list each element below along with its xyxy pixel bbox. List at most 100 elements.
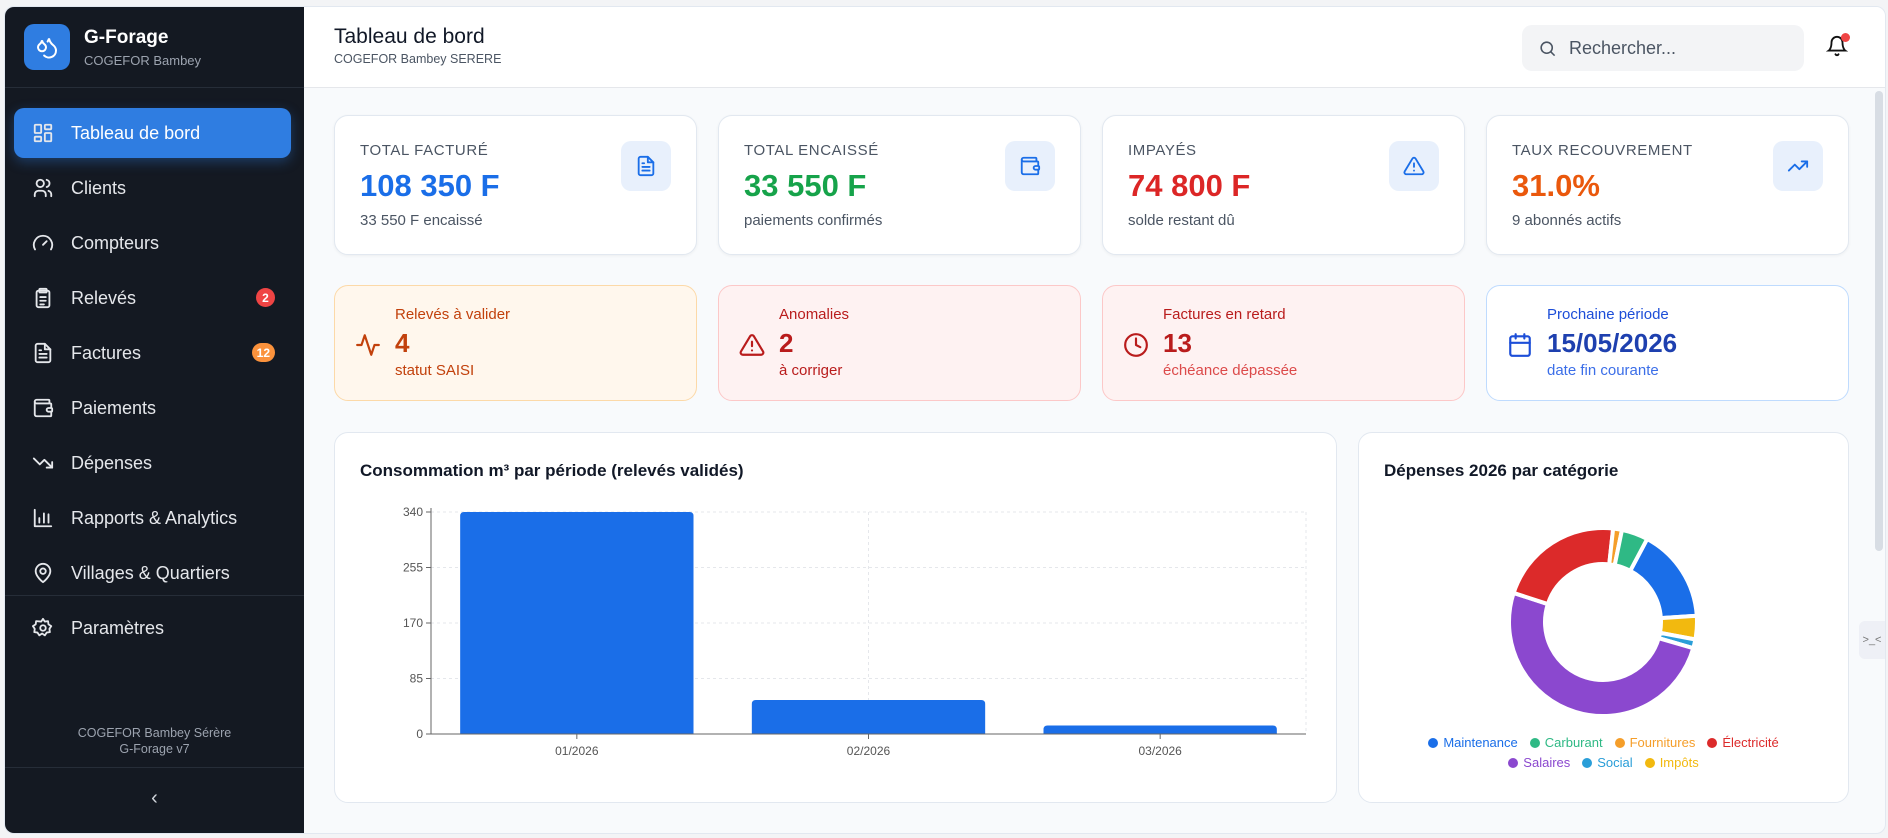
chart-title: Consommation m³ par période (relevés val… bbox=[360, 461, 744, 480]
y-tick-label: 255 bbox=[403, 561, 423, 575]
count-badge: 2 bbox=[256, 288, 275, 307]
app-name: G-Forage bbox=[84, 27, 169, 48]
donut-slice-carburant[interactable] bbox=[1612, 527, 1650, 574]
legend-item[interactable]: Maintenance bbox=[1428, 735, 1518, 750]
bar[interactable] bbox=[751, 700, 986, 734]
chart-title: Dépenses 2026 par catégorie bbox=[1384, 461, 1619, 480]
sidebar-item-label: Compteurs bbox=[71, 232, 160, 253]
legend-item[interactable]: Impôts bbox=[1644, 755, 1699, 770]
y-tick-label: 0 bbox=[416, 727, 423, 741]
stat-value: 31.0% bbox=[1512, 168, 1600, 203]
divider bbox=[5, 87, 304, 88]
alert-value: 15/05/2026 bbox=[1547, 328, 1678, 358]
org-name: COGEFOR Bambey bbox=[84, 53, 202, 68]
stat-icon-box bbox=[1389, 141, 1439, 191]
document-icon bbox=[637, 155, 655, 177]
scrollbar[interactable] bbox=[1875, 91, 1883, 551]
alert-value: 2 bbox=[779, 328, 794, 358]
legend-label: Impôts bbox=[1659, 755, 1699, 770]
count-badge: 12 bbox=[251, 343, 275, 362]
wallet-icon bbox=[33, 398, 54, 418]
sidebar-item-parametres[interactable]: Paramètres bbox=[14, 603, 291, 653]
bar[interactable] bbox=[1043, 725, 1277, 734]
users-icon bbox=[33, 178, 53, 198]
legend-swatch bbox=[1707, 737, 1718, 748]
dashboard-icon bbox=[33, 123, 53, 143]
legend-swatch bbox=[1529, 737, 1540, 748]
sidebar-item-factures[interactable]: Factures 12 bbox=[14, 328, 291, 378]
stat-cards: TOTAL FACTURÉ 108 350 F 33 550 F encaiss… bbox=[334, 115, 1849, 255]
legend-label: Maintenance bbox=[1443, 735, 1518, 750]
sidebar-item-label: Relevés bbox=[71, 287, 137, 308]
search-input[interactable]: Rechercher... bbox=[1522, 25, 1804, 71]
stat-icon-box bbox=[621, 141, 671, 191]
wallet-icon bbox=[1020, 156, 1041, 176]
trending-up-icon bbox=[1787, 160, 1809, 172]
stat-card: TAUX RECOUVREMENT 31.0% 9 abonnés actifs bbox=[1486, 115, 1849, 255]
legend-item[interactable]: Carburant bbox=[1529, 735, 1603, 750]
expenses-chart-card: Dépenses 2026 par catégorie Maintenance C… bbox=[1358, 432, 1849, 803]
alert-subtext: à corriger bbox=[779, 362, 843, 379]
sidebar-nav: Tableau de bord Clients Compteurs Relevés 2 F… bbox=[14, 108, 291, 658]
sidebar-item-label: Rapports & Analytics bbox=[71, 507, 238, 528]
legend-swatch bbox=[1644, 757, 1655, 768]
sidebar-item-villages-quartiers[interactable]: Villages & Quartiers bbox=[14, 548, 291, 598]
sidebar-item-depenses[interactable]: Dépenses bbox=[14, 438, 291, 488]
alert-value: 13 bbox=[1163, 328, 1192, 358]
legend-item[interactable]: Salaires bbox=[1508, 755, 1570, 770]
alert-card[interactable]: Relevés à valider 4 statut SAISI bbox=[334, 285, 697, 401]
notifications-button[interactable] bbox=[1825, 33, 1850, 59]
bar-chart: 0 85 170 255 340 01/2026 02/2026 03/2026 bbox=[403, 505, 1307, 758]
stat-value: 74 800 F bbox=[1128, 168, 1251, 203]
trending-down-icon bbox=[32, 457, 54, 469]
alert-subtext: échéance dépassée bbox=[1163, 362, 1298, 379]
legend-item[interactable]: Social bbox=[1582, 755, 1633, 770]
sidebar-item-label: Dépenses bbox=[71, 452, 153, 473]
sidebar-item-rapports-analytics[interactable]: Rapports & Analytics bbox=[14, 493, 291, 543]
activity-icon bbox=[356, 334, 380, 356]
main: Tableau de bord COGEFOR Bambey SERERE Re… bbox=[304, 7, 1885, 833]
sidebar-item-paiements[interactable]: Paiements bbox=[14, 383, 291, 433]
alert-card[interactable]: Anomalies 2 à corriger bbox=[718, 285, 1081, 401]
alert-subtext: date fin courante bbox=[1547, 362, 1659, 379]
donut-slice-electricite[interactable] bbox=[1511, 526, 1616, 607]
sidebar-item-label: Paramètres bbox=[71, 617, 165, 638]
page-title: Tableau de bord bbox=[334, 25, 485, 48]
sidebar-item-clients[interactable]: Clients bbox=[14, 163, 291, 213]
extension-tab[interactable]: >_< bbox=[1859, 621, 1885, 659]
sidebar: G-Forage COGEFOR Bambey Tableau de bord C… bbox=[5, 7, 304, 833]
bar-chart-icon bbox=[33, 508, 53, 528]
alert-title: Relevés à valider bbox=[395, 306, 511, 323]
legend-swatch bbox=[1582, 757, 1593, 768]
stat-card: TOTAL ENCAISSÉ 33 550 F paiements confir… bbox=[718, 115, 1081, 255]
legend-swatch bbox=[1508, 757, 1519, 768]
bar[interactable] bbox=[460, 512, 694, 734]
legend-item[interactable]: Électricité bbox=[1707, 735, 1779, 750]
y-tick-label: 85 bbox=[410, 672, 424, 686]
donut-slice-salaires[interactable] bbox=[1507, 590, 1696, 718]
gauge-icon bbox=[32, 234, 54, 251]
legend-label: Fournitures bbox=[1629, 735, 1696, 750]
y-tick-label: 170 bbox=[403, 616, 423, 630]
alert-card[interactable]: Prochaine période 15/05/2026 date fin co… bbox=[1486, 285, 1849, 401]
stat-subtext: 9 abonnés actifs bbox=[1512, 212, 1622, 229]
alert-subtext: statut SAISI bbox=[395, 362, 475, 379]
stat-icon-box bbox=[1005, 141, 1055, 191]
collapse-sidebar-button[interactable]: ‹ bbox=[151, 787, 158, 809]
x-tick-label: 02/2026 bbox=[847, 744, 891, 758]
sidebar-item-tableau-de-bord[interactable]: Tableau de bord bbox=[14, 108, 291, 158]
stat-value: 108 350 F bbox=[360, 168, 500, 203]
search-icon bbox=[1540, 40, 1556, 56]
footer-org: COGEFOR Bambey Sérère bbox=[77, 726, 232, 740]
alert-value: 4 bbox=[395, 328, 410, 358]
divider bbox=[5, 595, 304, 596]
legend-swatch bbox=[1614, 737, 1625, 748]
x-tick-label: 03/2026 bbox=[1138, 744, 1182, 758]
footer-version: G-Forage v7 bbox=[119, 742, 190, 756]
app-window: G-Forage COGEFOR Bambey Tableau de bord C… bbox=[4, 6, 1886, 834]
alert-card[interactable]: Factures en retard 13 échéance dépassée bbox=[1102, 285, 1465, 401]
sidebar-item-compteurs[interactable]: Compteurs bbox=[14, 218, 291, 268]
sidebar-item-releves[interactable]: Relevés 2 bbox=[14, 273, 291, 323]
consumption-chart-card: Consommation m³ par période (relevés val… bbox=[334, 432, 1337, 803]
legend-item[interactable]: Fournitures bbox=[1614, 735, 1696, 750]
